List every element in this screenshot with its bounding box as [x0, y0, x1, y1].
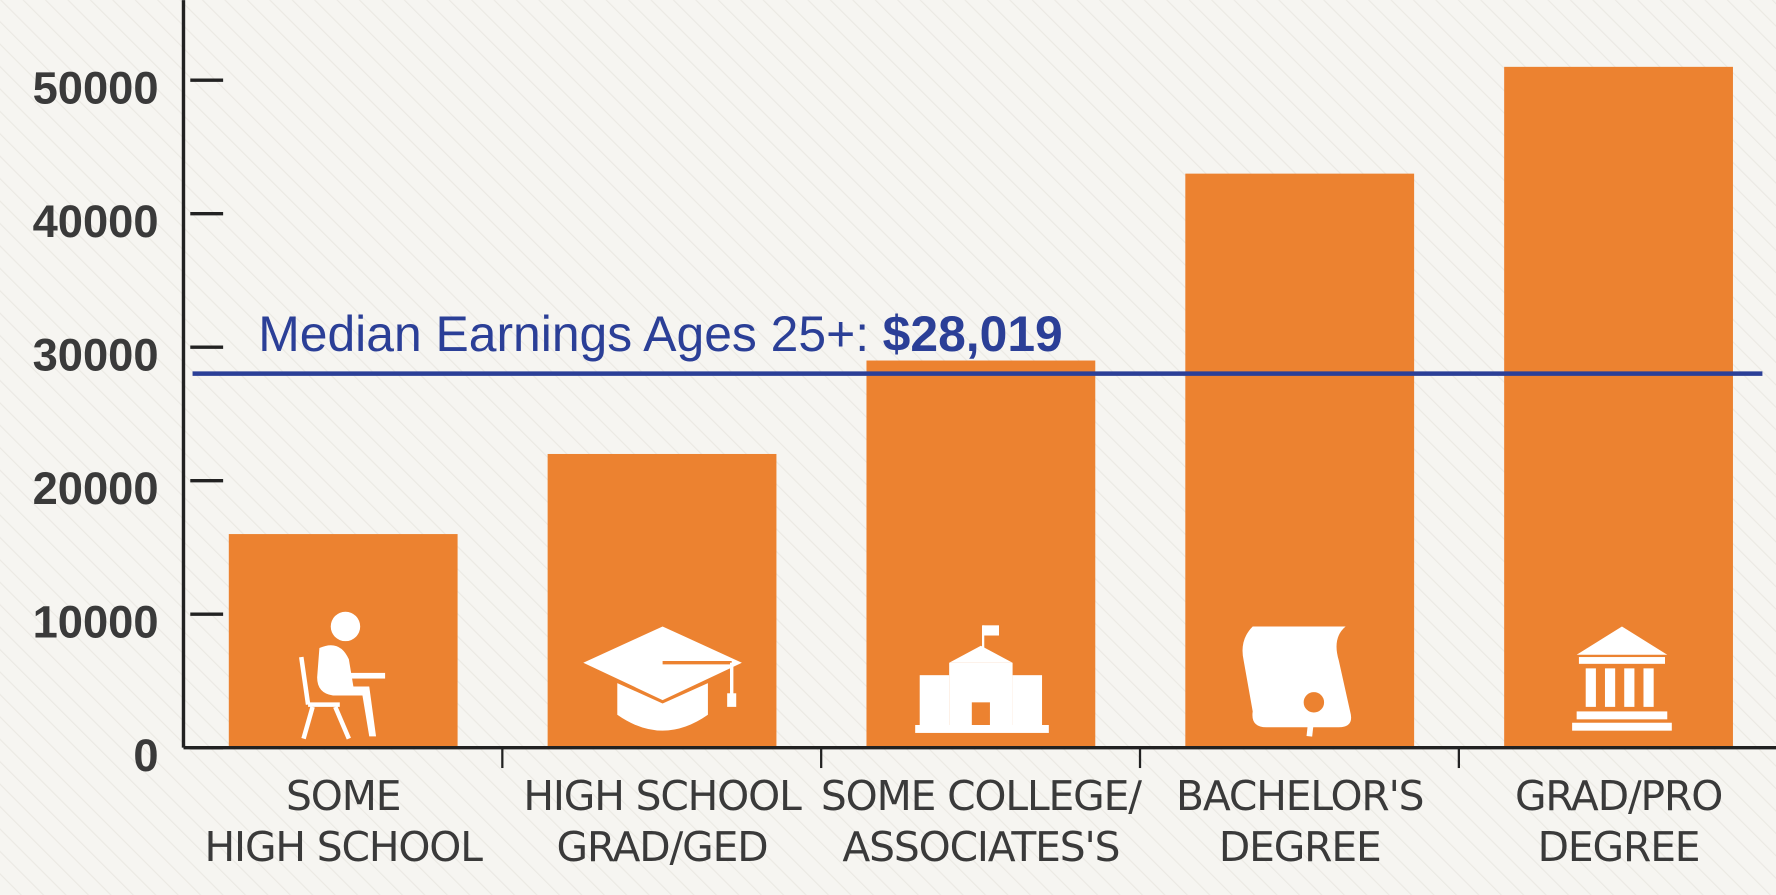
y-tick-label: 30000	[33, 329, 159, 380]
reference-label: Median Earnings Ages 25+: $28,019	[258, 306, 1063, 362]
x-tick-label: GRAD/GED	[557, 823, 768, 871]
icon-diploma	[1242, 626, 1352, 737]
y-tick-label: 0	[133, 730, 158, 781]
y-tick-label: 10000	[33, 596, 159, 647]
y-tick-label: 40000	[33, 196, 159, 247]
x-tick-label: HIGH SCHOOL	[523, 772, 802, 820]
x-tick-label: SOME	[286, 772, 400, 820]
x-tick-label: SOME COLLEGE/	[821, 772, 1142, 820]
icon-institution	[1572, 626, 1672, 731]
reference-value-label: $28,019	[883, 306, 1063, 362]
x-tick-label: GRAD/PRO	[1515, 772, 1722, 820]
x-tick-label: BACHELOR'S	[1176, 772, 1423, 820]
reference-label-text: Median Earnings Ages 25+:	[258, 306, 869, 362]
icon-school	[915, 625, 1049, 733]
y-tick-label: 50000	[33, 62, 159, 113]
x-tick-label: ASSOCIATES'S	[842, 823, 1119, 871]
x-tick-label: DEGREE	[1219, 823, 1381, 871]
icon-grad-cap	[583, 626, 742, 731]
icon-student	[299, 611, 386, 740]
x-tick-label: DEGREE	[1538, 823, 1700, 871]
overlay: Median Earnings Ages 25+: $28,019	[192, 306, 1763, 376]
icons	[299, 611, 1672, 740]
y-tick-label: 20000	[33, 463, 159, 514]
x-tick-label: HIGH SCHOOL	[205, 823, 484, 871]
